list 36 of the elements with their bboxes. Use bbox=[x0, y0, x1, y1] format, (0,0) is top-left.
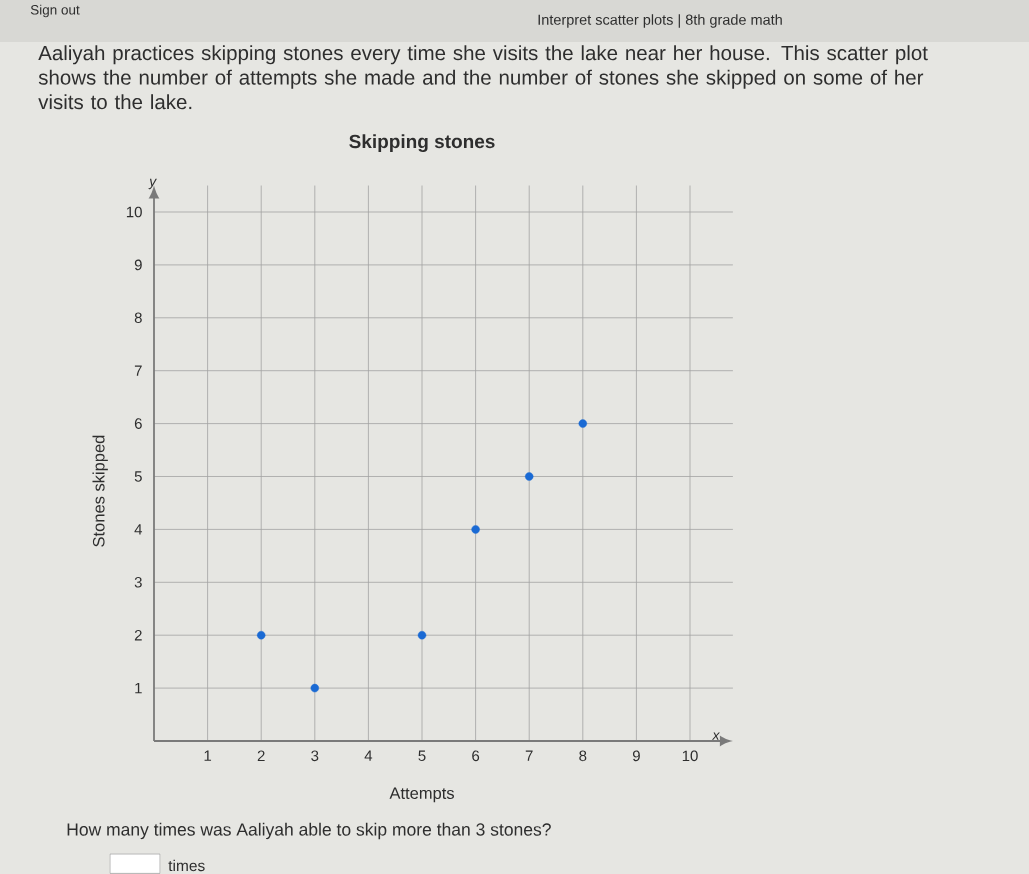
annotation: x bbox=[711, 732, 720, 740]
x-tick-label: 8 bbox=[579, 750, 587, 762]
x-tick-label: 10 bbox=[682, 750, 698, 762]
y-axis-title: Stones skipped bbox=[92, 435, 108, 547]
y-tick-label: 9 bbox=[134, 259, 142, 271]
y-tick-label: 8 bbox=[134, 312, 142, 324]
x-tick-label: 1 bbox=[204, 750, 212, 761]
x-axis-title: Attempts bbox=[389, 787, 454, 803]
x-tick-label: 9 bbox=[632, 750, 640, 762]
y-tick-label: 10 bbox=[126, 206, 142, 218]
x-tick-label: 5 bbox=[418, 750, 426, 761]
chart-title: Skipping stones bbox=[349, 134, 495, 153]
y-tick-label: 2 bbox=[134, 629, 142, 641]
y-tick-label: 5 bbox=[134, 471, 142, 482]
x-tick-label: 3 bbox=[311, 750, 319, 762]
point bbox=[578, 419, 587, 428]
point bbox=[310, 683, 319, 693]
x-tick-label: 7 bbox=[525, 750, 533, 761]
point bbox=[525, 472, 534, 481]
y-tick-label: 4 bbox=[134, 524, 143, 535]
annotation: y bbox=[148, 178, 157, 190]
text: Sign out bbox=[30, 4, 80, 18]
point bbox=[471, 525, 480, 534]
point bbox=[257, 631, 266, 640]
text: times bbox=[168, 859, 205, 872]
y-tick-label: 1 bbox=[135, 682, 142, 694]
chart-subtitle: Aaliyah practices skipping stones every time she visits the lake near her house. This scatter plot shows the number of attempts she made and the number of stones she skipped on some of her visits to the lake. bbox=[38, 45, 928, 110]
text: Interpret scatter plots | 8th grade math bbox=[538, 14, 782, 28]
text: How many times was Aaliyah able to skip more than 3 stones? bbox=[67, 822, 551, 840]
x-tick-label: 4 bbox=[364, 750, 373, 761]
x-tick-label: 2 bbox=[257, 750, 265, 761]
x-tick-label: 6 bbox=[472, 750, 480, 762]
y-tick-label: 3 bbox=[134, 576, 142, 588]
y-tick-label: 6 bbox=[134, 418, 142, 429]
point bbox=[417, 631, 427, 640]
y-tick-label: 7 bbox=[134, 365, 142, 376]
